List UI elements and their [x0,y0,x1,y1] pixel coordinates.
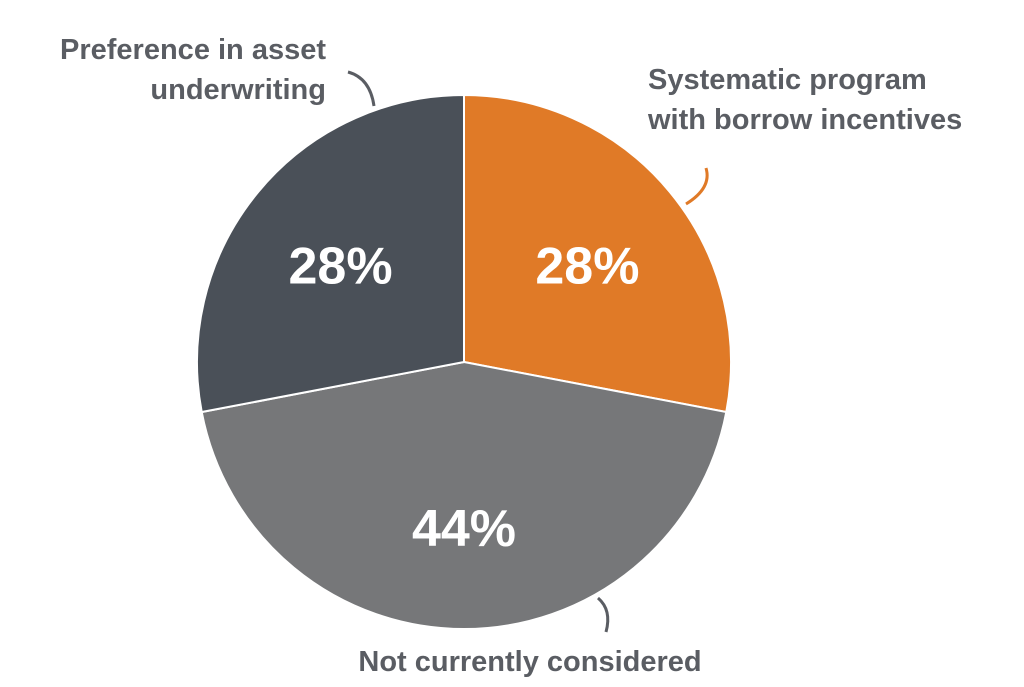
slices [196,93,732,630]
slice-label: Preference in asset underwriting [60,34,326,106]
leader-line [347,70,376,107]
value-label: 44% [412,500,516,558]
pie-slice [200,360,728,630]
value-label: 28% [289,238,393,296]
slice-label: Systematic program with borrow incentive… [648,64,963,136]
pie-slice [196,93,465,414]
leader-line [685,167,709,206]
pie-slice [463,93,732,414]
value-label: 28% [535,238,639,296]
slice-label: Not currently considered [358,646,702,678]
leader-line [596,596,610,633]
